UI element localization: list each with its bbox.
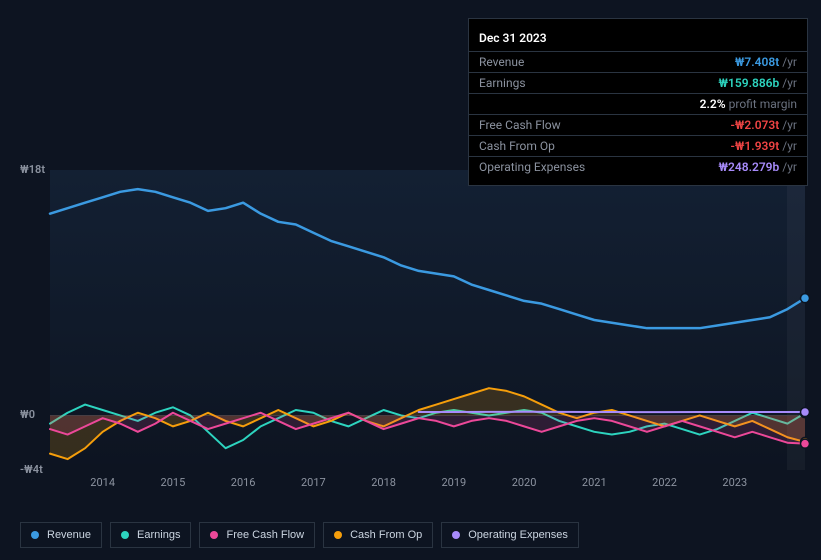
x-tick-label: 2020 [512, 476, 537, 489]
tooltip-value: -₩1.939t/yr [730, 139, 797, 153]
tooltip-row: Operating Expenses ₩248.279b/yr [469, 156, 807, 177]
plot-area [50, 170, 805, 470]
tooltip-row: Earnings ₩159.886b/yr [469, 72, 807, 93]
legend-dot-icon [334, 531, 342, 539]
tooltip-label: Revenue [479, 55, 524, 69]
legend-label: Earnings [137, 529, 180, 541]
legend-dot-icon [452, 531, 460, 539]
tooltip-row: Free Cash Flow -₩2.073t/yr [469, 114, 807, 135]
legend-dot-icon [31, 531, 39, 539]
x-tick-label: 2014 [90, 476, 115, 489]
legend-label: Operating Expenses [468, 529, 568, 541]
x-tick-label: 2018 [371, 476, 396, 489]
legend-item[interactable]: Earnings [110, 522, 191, 548]
x-axis: 2014 2015 2016 2017 2018 2019 2020 2021 2022 2023 [50, 470, 805, 498]
tooltip-value: ₩248.279b/yr [718, 160, 797, 174]
legend-item[interactable]: Cash From Op [323, 522, 433, 548]
tooltip-label: Operating Expenses [479, 160, 585, 174]
legend-item[interactable]: Free Cash Flow [199, 522, 315, 548]
chart-legend: Revenue Earnings Free Cash Flow Cash From O… [20, 522, 579, 548]
x-tick-label: 2016 [231, 476, 256, 489]
legend-label: Revenue [47, 529, 91, 541]
y-tick-label: -₩4t [20, 463, 43, 476]
tooltip-row: Cash From Op -₩1.939t/yr [469, 135, 807, 156]
legend-dot-icon [121, 531, 129, 539]
x-tick-label: 2023 [722, 476, 747, 489]
x-tick-label: 2019 [441, 476, 466, 489]
tooltip-row: Revenue ₩7.408t/yr [469, 51, 807, 72]
legend-item[interactable]: Revenue [20, 522, 102, 548]
x-tick-label: 2021 [582, 476, 607, 489]
y-tick-label: ₩18t [20, 163, 45, 176]
chart-lines [50, 170, 805, 470]
legend-item[interactable]: Operating Expenses [441, 522, 579, 548]
data-tooltip: Dec 31 2023 Revenue ₩7.408t/yr Earnings ₩15… [468, 18, 808, 186]
legend-label: Free Cash Flow [226, 529, 304, 541]
x-tick-label: 2015 [161, 476, 186, 489]
tooltip-title: Dec 31 2023 [469, 27, 807, 51]
x-tick-label: 2022 [652, 476, 677, 489]
legend-dot-icon [210, 531, 218, 539]
tooltip-label: Cash From Op [479, 139, 555, 153]
tooltip-rows: Revenue ₩7.408t/yr Earnings ₩159.886b/yr 2.2… [469, 51, 807, 177]
tooltip-value: -₩2.073t/yr [730, 118, 797, 132]
tooltip-value: ₩7.408t/yr [735, 55, 797, 69]
tooltip-row: 2.2%profit margin [469, 93, 807, 114]
financial-line-chart: ₩18t₩0-₩4t 20142015201620172018201920202… [20, 160, 810, 500]
tooltip-value: 2.2%profit margin [700, 97, 797, 111]
tooltip-value: ₩159.886b/yr [718, 76, 797, 90]
tooltip-label: Free Cash Flow [479, 118, 561, 132]
y-tick-label: ₩0 [20, 408, 35, 421]
legend-label: Cash From Op [350, 529, 422, 541]
x-tick-label: 2017 [301, 476, 326, 489]
tooltip-label: Earnings [479, 76, 526, 90]
